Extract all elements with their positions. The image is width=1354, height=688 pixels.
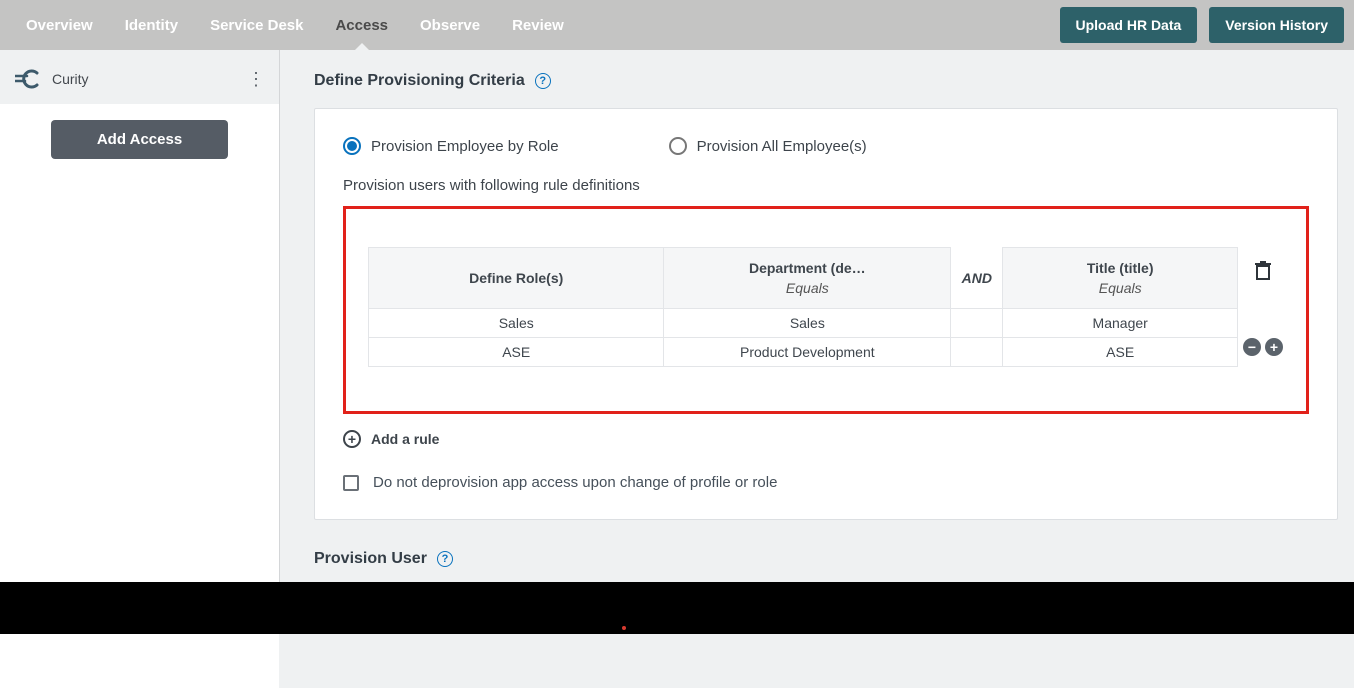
table-row[interactable]: ASE Product Development ASE <box>369 338 1238 367</box>
section-title: Define Provisioning Criteria ? <box>314 72 1338 90</box>
indicator-dot-icon <box>622 626 626 630</box>
version-history-button[interactable]: Version History <box>1209 7 1344 43</box>
help-icon[interactable]: ? <box>535 73 551 89</box>
nav-tabs: Overview Identity Service Desk Access Ob… <box>10 0 580 50</box>
rule-definitions-box: Define Role(s) Department (de…Equals AND… <box>343 206 1309 414</box>
app-name: Curity <box>52 71 89 87</box>
upload-hr-data-button[interactable]: Upload HR Data <box>1060 7 1198 43</box>
cell-dept[interactable]: Product Development <box>664 338 951 367</box>
bottom-bar <box>0 582 1354 634</box>
remove-row-icon[interactable]: − <box>1243 338 1261 356</box>
cell-and <box>951 309 1003 338</box>
th-and: AND <box>951 248 1003 309</box>
tab-access[interactable]: Access <box>319 0 404 50</box>
top-navbar: Overview Identity Service Desk Access Ob… <box>0 0 1354 50</box>
app-logo-icon <box>14 68 42 90</box>
delete-rule-icon[interactable] <box>1254 261 1272 286</box>
provision-user-title: Provision User ? <box>314 550 1338 568</box>
cell-dept[interactable]: Sales <box>664 309 951 338</box>
criteria-panel: Provision Employee by Role Provision All… <box>314 108 1338 520</box>
content-area: Define Provisioning Criteria ? Provision… <box>280 50 1354 634</box>
help-icon[interactable]: ? <box>437 551 453 567</box>
add-access-button[interactable]: Add Access <box>51 120 228 159</box>
radio-all-label: Provision All Employee(s) <box>697 138 867 155</box>
sidebar: Curity ⋮ Add Access <box>0 50 280 634</box>
add-rule-label: Add a rule <box>371 431 439 447</box>
cell-title[interactable]: ASE <box>1003 338 1238 367</box>
table-row[interactable]: Sales Sales Manager <box>369 309 1238 338</box>
section-title-text: Define Provisioning Criteria <box>314 72 525 90</box>
tab-overview[interactable]: Overview <box>10 0 109 50</box>
cell-role[interactable]: ASE <box>369 338 664 367</box>
kebab-menu-icon[interactable]: ⋮ <box>247 77 265 81</box>
th-role[interactable]: Define Role(s) <box>369 248 664 309</box>
cell-and <box>951 338 1003 367</box>
provision-user-text: Provision User <box>314 550 427 568</box>
rule-subtext: Provision users with following rule defi… <box>343 177 1309 194</box>
deprovision-checkbox[interactable] <box>343 475 359 491</box>
rules-table: Define Role(s) Department (de…Equals AND… <box>368 247 1238 367</box>
plus-icon: + <box>343 430 361 448</box>
radio-by-role-label: Provision Employee by Role <box>371 138 559 155</box>
tab-identity[interactable]: Identity <box>109 0 194 50</box>
th-title[interactable]: Title (title)Equals <box>1003 248 1238 309</box>
cell-role[interactable]: Sales <box>369 309 664 338</box>
deprovision-label: Do not deprovision app access upon chang… <box>373 474 777 491</box>
add-rule-button[interactable]: + Add a rule <box>343 430 1309 448</box>
top-actions: Upload HR Data Version History <box>1060 7 1345 43</box>
add-row-icon[interactable]: + <box>1265 338 1283 356</box>
tab-service-desk[interactable]: Service Desk <box>194 0 319 50</box>
radio-all-employees[interactable]: Provision All Employee(s) <box>669 137 867 155</box>
th-department[interactable]: Department (de…Equals <box>664 248 951 309</box>
tab-observe[interactable]: Observe <box>404 0 496 50</box>
cell-title[interactable]: Manager <box>1003 309 1238 338</box>
radio-by-role[interactable]: Provision Employee by Role <box>343 137 559 155</box>
tab-review[interactable]: Review <box>496 0 580 50</box>
